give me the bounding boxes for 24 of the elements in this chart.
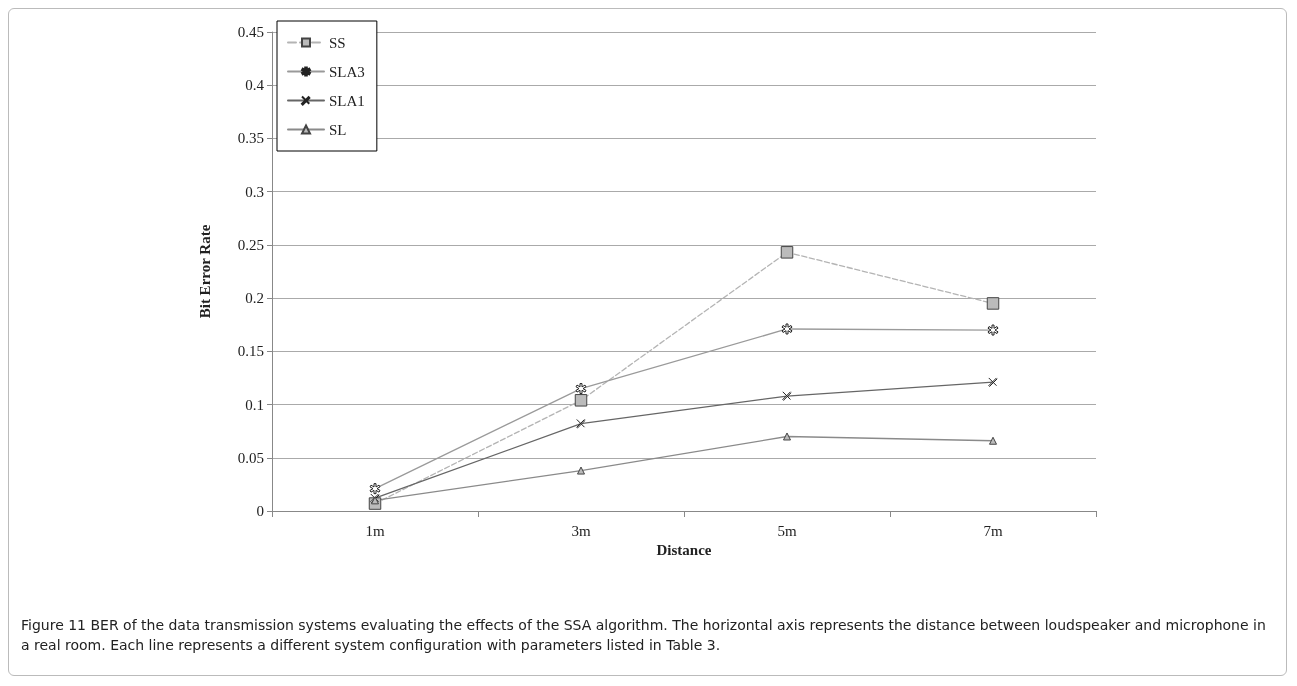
x-tick-label: 1m [365, 522, 385, 539]
y-tick-label: 0.3 [245, 183, 264, 200]
y-tick-label: 0.25 [237, 236, 264, 253]
legend-label: SLA1 [329, 92, 365, 109]
y-tick-label: 0.05 [237, 449, 264, 466]
y-axis-title: Bit Error Rate [196, 224, 213, 319]
legend-label: SS [329, 34, 346, 51]
y-tick-label: 0.45 [237, 24, 264, 40]
legend-label: SL [329, 121, 347, 138]
point [986, 297, 1000, 310]
x-tick-label: 3m [571, 522, 591, 539]
y-tick-label: 0.4 [245, 77, 265, 94]
x-axis-title: Distance [656, 542, 712, 559]
y-tick-label: 0 [256, 503, 264, 519]
point [780, 246, 794, 259]
legend-label: SLA3 [329, 63, 365, 80]
y-tick-label: 0.1 [245, 396, 264, 413]
x-tick-label: 5m [777, 522, 797, 539]
caption: Figure 11 BER of the data transmission systems evaluating the effects of the SSA algorithm. The horizontal axis represents the distance between loudspeaker and microphone in a real room. Each line represents a different system configuration with parameters listed in Table 3. [21, 616, 1267, 656]
x-tick-label: 7m [983, 522, 1003, 539]
y-tick-label: 0.2 [245, 290, 264, 307]
y-tick-label: 0.15 [237, 343, 264, 360]
y-tick-label: 0.35 [237, 130, 264, 147]
point [574, 394, 588, 407]
